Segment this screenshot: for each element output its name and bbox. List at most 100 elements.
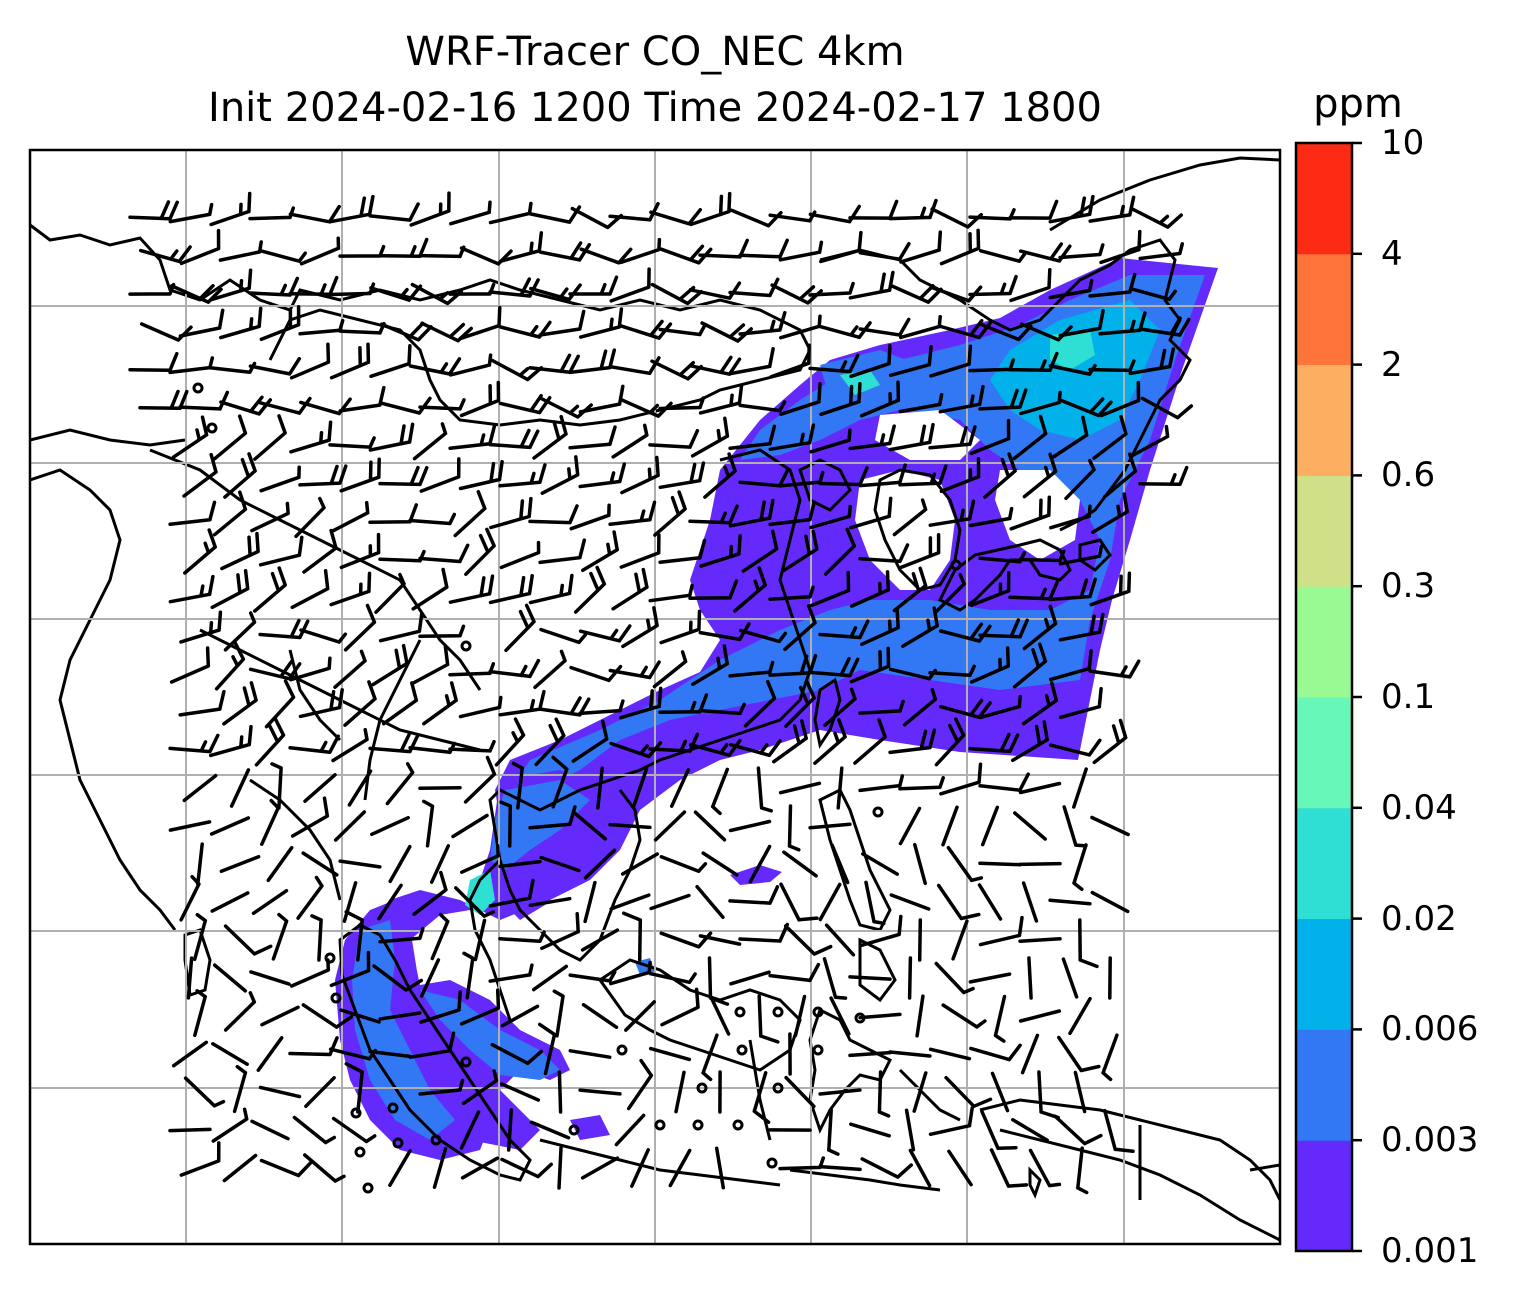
wind-barb [701, 1033, 719, 1082]
colorbar-tick-label: 0.006 [1381, 1009, 1479, 1050]
wind-barb [908, 1148, 932, 1188]
wind-barb [861, 852, 899, 876]
wind-barb [211, 1107, 249, 1143]
wind-barb [969, 418, 1011, 456]
wind-barb [608, 356, 661, 376]
wind-barb [779, 314, 822, 340]
plume-northeast-high2 [1050, 330, 1095, 370]
wind-barb [888, 728, 937, 755]
wind-barb [418, 785, 462, 791]
wind-barb [339, 532, 381, 570]
wind-barb [698, 702, 746, 716]
wind-barb [422, 681, 458, 726]
wind-barb [538, 309, 586, 337]
wind-barb [270, 762, 283, 810]
wind-barb [459, 988, 501, 1026]
wind-barb [968, 274, 1018, 297]
wind-barb [769, 343, 811, 379]
wind-barb [299, 628, 348, 644]
wind-barb [898, 464, 948, 487]
wind-barb [947, 1149, 973, 1187]
wind-barb [299, 236, 341, 266]
wind-barb [1092, 414, 1128, 460]
wind-barb [572, 811, 608, 841]
wind-barb [288, 734, 340, 754]
colorbar-tick-label: 0.003 [1381, 1120, 1479, 1161]
wind-barb [743, 679, 777, 728]
wind-barb [128, 282, 176, 296]
wind-barb [448, 353, 493, 377]
wind-barb [408, 512, 457, 526]
wind-barb [728, 660, 775, 678]
colorbar [1294, 141, 1362, 1253]
wind-barb [849, 496, 893, 530]
wind-barb [939, 228, 981, 266]
wind-barb [928, 1106, 974, 1137]
calm-wind-circle [766, 1157, 778, 1169]
wind-barb [808, 353, 860, 374]
wind-barb [1072, 767, 1088, 809]
wind-barb [611, 567, 649, 611]
wind-barb [338, 859, 382, 869]
wind-barb [552, 989, 565, 1038]
wind-barb [729, 970, 771, 986]
wind-barb [728, 819, 772, 833]
wind-barb [1020, 1033, 1040, 1075]
wind-barb [698, 934, 742, 946]
wind-barb [858, 543, 910, 564]
wind-barb [583, 848, 617, 880]
wind-barb [1073, 1070, 1087, 1114]
calm-wind-circle [192, 382, 204, 394]
wind-barb [498, 930, 546, 943]
wind-barb [892, 566, 928, 613]
wind-barb [968, 972, 1012, 984]
colorbar-tick-label: 0.6 [1381, 455, 1436, 496]
wind-barb [529, 1120, 571, 1140]
wind-barb [1012, 414, 1048, 461]
wind-barb [1088, 359, 1136, 373]
wind-barb [339, 457, 381, 493]
wind-barb [941, 805, 959, 847]
wind-barb [290, 569, 330, 610]
wind-barb [220, 531, 260, 571]
wind-barb [808, 281, 855, 297]
wind-barb [1022, 452, 1058, 499]
wind-barb [192, 912, 208, 962]
wind-barb [939, 762, 983, 796]
wind-barb [808, 822, 852, 830]
wind-barb [980, 1109, 1018, 1151]
wind-barb [829, 996, 851, 1036]
wind-barb [631, 767, 649, 809]
map-frame [28, 148, 1282, 1246]
wind-barb [411, 567, 449, 611]
colorbar-unit: ppm [1313, 81, 1403, 127]
wind-barb [528, 353, 580, 375]
calm-wind-circle [732, 1119, 744, 1131]
wind-barb [498, 463, 547, 488]
wind-barb [701, 851, 739, 877]
wind-barb [1018, 861, 1062, 867]
wind-barb [222, 681, 258, 726]
wind-barb [290, 796, 330, 838]
wind-barb [1021, 681, 1059, 726]
wind-barb [1099, 229, 1142, 265]
wind-barb [1028, 1148, 1062, 1188]
wind-barb [1091, 492, 1129, 534]
wind-barb [139, 322, 193, 342]
wind-barb [609, 267, 651, 303]
wind-barb [1018, 937, 1062, 943]
wind-barb [901, 606, 939, 648]
colorbar-tick-label: 0.1 [1381, 677, 1436, 717]
wind-barb [778, 781, 822, 795]
wind-barb [877, 1070, 891, 1118]
wind-barb [223, 452, 257, 499]
wind-barb [969, 571, 1011, 607]
wind-barb [978, 249, 1027, 263]
wind-barb [741, 529, 779, 573]
wind-barb [578, 624, 632, 643]
wind-barb [1059, 397, 1113, 418]
wind-barb [738, 922, 790, 943]
wind-barb [782, 850, 818, 878]
wind-barb [418, 624, 466, 639]
